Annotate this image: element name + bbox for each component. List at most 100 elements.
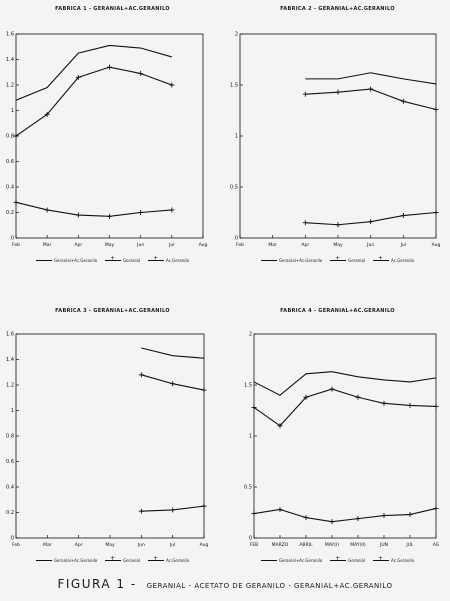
x-tick-label: Aug bbox=[200, 542, 209, 548]
legend-item-geranial: Geranial bbox=[105, 556, 141, 563]
x-tick-label: Jun bbox=[136, 242, 144, 248]
x-tick-label: AG bbox=[433, 542, 440, 548]
legend-item-acetate: Ac.Geranilo bbox=[148, 556, 189, 563]
figure-caption: FIGURA 1 - GERANIAL - ACETATO DE GERANILO… bbox=[0, 577, 450, 591]
x-tick-label: Feb bbox=[236, 242, 244, 248]
series-line bbox=[305, 72, 437, 85]
y-tick-label: 0.5 bbox=[244, 485, 252, 491]
series-line bbox=[253, 507, 437, 523]
y-tick-label: 1.5 bbox=[230, 83, 238, 89]
x-tick-label: Jul bbox=[168, 242, 174, 248]
data-point-marker bbox=[329, 519, 335, 525]
series-line bbox=[15, 201, 172, 217]
data-point-marker bbox=[433, 505, 439, 511]
y-tick-label: 1.4 bbox=[6, 57, 14, 63]
x-tick-label: JUL bbox=[405, 542, 414, 548]
y-tick-label: 0.6 bbox=[6, 159, 14, 165]
y-tick-label: 2 bbox=[249, 332, 252, 338]
data-point-marker bbox=[335, 89, 341, 95]
data-point-marker bbox=[433, 403, 439, 409]
series-line bbox=[141, 347, 205, 359]
legend-item-acetate: Ac.Geranilo bbox=[148, 256, 189, 263]
x-tick-label: MARZO bbox=[272, 542, 289, 548]
y-tick-label: 1.6 bbox=[6, 332, 14, 338]
plot-frame bbox=[15, 33, 204, 239]
chart-panel-fabrica-4: FABRICA 4 - GERANIAL+AC.GERANILO 0 0.5 1 1.… bbox=[225, 300, 450, 575]
x-tick-label: Feb bbox=[12, 242, 20, 248]
legend-label: Geranial+Ac.Geranilo bbox=[53, 258, 98, 263]
chart-legend: Geranial+Ac.Geranilo Geranial Ac.Geranil… bbox=[225, 556, 450, 563]
data-point-marker bbox=[302, 220, 308, 226]
x-tick-label: Jun bbox=[137, 542, 145, 548]
data-point-marker bbox=[13, 133, 19, 139]
data-point-marker bbox=[277, 423, 283, 429]
y-tick-label: 0 bbox=[11, 236, 14, 242]
legend-line-swatch bbox=[260, 560, 277, 561]
x-tick-label: FEB bbox=[250, 542, 259, 548]
chart-panel-fabrica-3: FABRICA 3 - GERANIAL+AC.GERANILO 0 0.2 0.4… bbox=[0, 300, 225, 575]
y-tick-label: 0.5 bbox=[230, 185, 238, 191]
legend-item-total: Geranial+Ac.Geranilo bbox=[35, 258, 98, 263]
y-tick-label: 0.4 bbox=[6, 485, 14, 491]
y-tick-label: 0.2 bbox=[6, 510, 14, 516]
x-tick-label: Jul bbox=[169, 542, 175, 548]
x-tick-label: Feb bbox=[12, 542, 20, 548]
data-point-marker bbox=[251, 404, 257, 410]
data-point-marker bbox=[355, 516, 361, 522]
data-point-marker bbox=[201, 503, 207, 509]
legend-item-total: Geranial+Ac.Geranilo bbox=[260, 558, 323, 563]
y-tick-label: 1 bbox=[11, 408, 14, 414]
chart-legend: Geranial+Ac.Geranilo Geranial Ac.Geranil… bbox=[225, 256, 450, 263]
legend-cross-swatch bbox=[105, 256, 122, 262]
data-point-marker bbox=[277, 506, 283, 512]
data-point-marker bbox=[335, 222, 341, 228]
chart-title: FABRICA 4 - GERANIAL+AC.GERANILO bbox=[280, 308, 395, 314]
chart-title: FABRICA 2 - GERANIAL+AC.GERANILO bbox=[280, 6, 395, 12]
y-tick-label: 1 bbox=[11, 108, 14, 114]
data-point-marker bbox=[107, 213, 112, 219]
plot-frame bbox=[253, 333, 437, 539]
legend-label: Geranial bbox=[123, 258, 141, 263]
data-point-marker bbox=[169, 207, 175, 213]
legend-label: Geranial+Ac.Geranilo bbox=[278, 558, 323, 563]
legend-line-swatch bbox=[260, 260, 277, 261]
chart-plot: 0 0.5 1 1.5 2 Feb Mar Apr May Jun Jul Aug bbox=[230, 32, 441, 249]
x-tick-label: MAY(I) bbox=[325, 542, 339, 548]
y-tick-label: 1.2 bbox=[6, 83, 14, 89]
y-tick-label: 0.8 bbox=[6, 434, 14, 440]
x-tick-label: Mar bbox=[43, 242, 52, 248]
series-line bbox=[305, 88, 437, 111]
legend-label: Geranial bbox=[123, 558, 141, 563]
chart-title: FABRICA 3 - GERANIAL+AC.GERANILO bbox=[55, 308, 170, 314]
data-point-marker bbox=[433, 210, 439, 215]
y-tick-label: 1.5 bbox=[244, 383, 252, 389]
y-tick-label: 1.2 bbox=[6, 383, 14, 389]
legend-item-acetate: Ac.Geranilo bbox=[373, 556, 414, 563]
series-line bbox=[253, 371, 437, 396]
legend-label: Geranial+Ac.Geranilo bbox=[53, 558, 98, 563]
data-point-marker bbox=[407, 402, 413, 408]
data-point-marker bbox=[138, 71, 144, 77]
data-point-marker bbox=[170, 507, 176, 513]
legend-item-total: Geranial+Ac.Geranilo bbox=[35, 558, 98, 563]
legend-line-swatch bbox=[35, 560, 52, 561]
data-point-marker bbox=[400, 98, 406, 104]
y-tick-label: 1 bbox=[249, 434, 252, 440]
y-tick-label: 0 bbox=[249, 536, 252, 542]
data-point-marker bbox=[368, 86, 374, 92]
data-point-marker bbox=[138, 508, 144, 514]
data-point-marker bbox=[75, 74, 81, 80]
data-point-marker bbox=[169, 82, 175, 88]
data-point-marker bbox=[251, 511, 257, 517]
legend-cross-swatch bbox=[330, 256, 347, 262]
plot-frame bbox=[239, 33, 437, 239]
legend-cross-swatch bbox=[373, 256, 390, 262]
x-tick-label: Aug bbox=[432, 242, 441, 248]
data-point-marker bbox=[75, 212, 81, 218]
data-point-marker bbox=[13, 199, 19, 205]
legend-cross-swatch bbox=[148, 556, 165, 562]
chart-title: FABRICA 1 - GERANIAL+AC.GERANILO bbox=[55, 6, 170, 12]
y-tick-label: 1 bbox=[235, 134, 238, 140]
series-line bbox=[15, 66, 173, 137]
data-point-marker bbox=[302, 91, 308, 97]
